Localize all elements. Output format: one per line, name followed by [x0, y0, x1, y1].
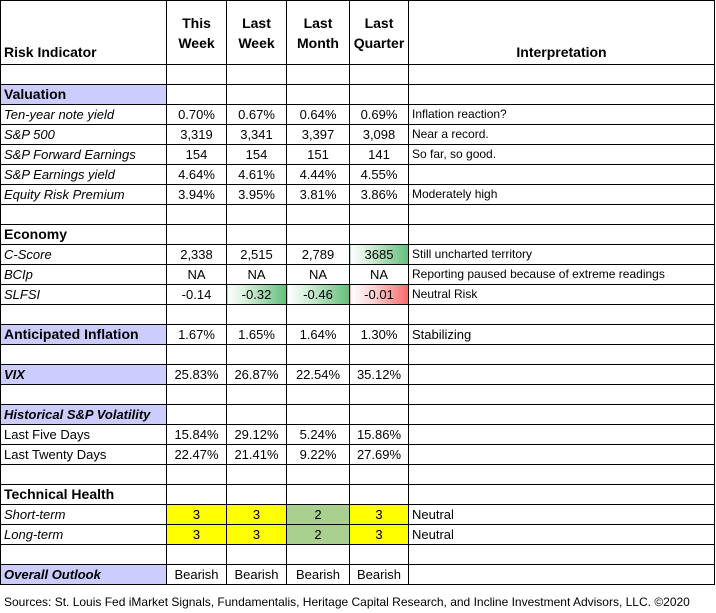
table-row: Last Five Days 15.84% 29.12% 5.24% 15.86… [0, 424, 715, 445]
header-last-quarter: Last Quarter [349, 0, 409, 65]
table-row-bcip: BCIp NA NA NA NA Reporting paused becaus… [0, 264, 715, 285]
table-row: Ten-year note yield 0.70% 0.67% 0.64% 0.… [0, 104, 715, 125]
table-row: Equity Risk Premium 3.94% 3.95% 3.81% 3.… [0, 184, 715, 205]
section-economy: Economy [0, 224, 715, 245]
slfsi-databar: -0.46 [286, 284, 350, 305]
table-row-inflation: Anticipated Inflation 1.67% 1.65% 1.64% … [0, 324, 715, 345]
risk-indicator-table: Risk Indicator This Week Last Week Last Mon… [0, 0, 715, 585]
section-technical: Technical Health [0, 484, 715, 505]
sources-footnote: Sources: St. Louis Fed iMarket Signals, … [4, 595, 690, 609]
table-row: Short-term 3 3 2 3 Neutral [0, 504, 715, 525]
table-row-outlook: Overall Outlook Bearish Bearish Bearish … [0, 564, 715, 585]
spacer-row [0, 464, 715, 485]
header-row: Risk Indicator This Week Last Week Last Mon… [0, 0, 715, 65]
spacer-row [0, 344, 715, 365]
section-volatility: Historical S&P Volatility [0, 404, 715, 425]
spacer-row [0, 304, 715, 325]
table-row: S&P Earnings yield 4.64% 4.61% 4.44% 4.5… [0, 164, 715, 185]
slfsi-databar: -0.01 [349, 284, 409, 305]
slfsi-databar: -0.32 [226, 284, 287, 305]
section-valuation: Valuation [0, 84, 715, 105]
spacer-row [0, 204, 715, 225]
spacer-row [0, 384, 715, 405]
header-this-week: This Week [166, 0, 227, 65]
table-row-cscore: C-Score 2,338 2,515 2,789 3685 Still unc… [0, 244, 715, 265]
table-row: Last Twenty Days 22.47% 21.41% 9.22% 27.… [0, 444, 715, 465]
header-last-month: Last Month [286, 0, 350, 65]
header-risk-indicator: Risk Indicator [0, 0, 167, 65]
table-row-vix: VIX 25.83% 26.87% 22.54% 35.12% [0, 364, 715, 385]
table-row: S&P Forward Earnings 154 154 151 141 So … [0, 144, 715, 165]
header-interpretation: Interpretation [408, 0, 715, 65]
table-row: S&P 500 3,319 3,341 3,397 3,098 Near a r… [0, 124, 715, 145]
spacer-row [0, 544, 715, 565]
table-row-slfsi: SLFSI -0.14 -0.32 -0.46 -0.01 Neutral Ri… [0, 284, 715, 305]
table-row: Long-term 3 3 2 3 Neutral [0, 524, 715, 545]
header-last-week: Last Week [226, 0, 287, 65]
cscore-databar: 3685 [349, 244, 409, 265]
spacer-row [0, 64, 715, 85]
